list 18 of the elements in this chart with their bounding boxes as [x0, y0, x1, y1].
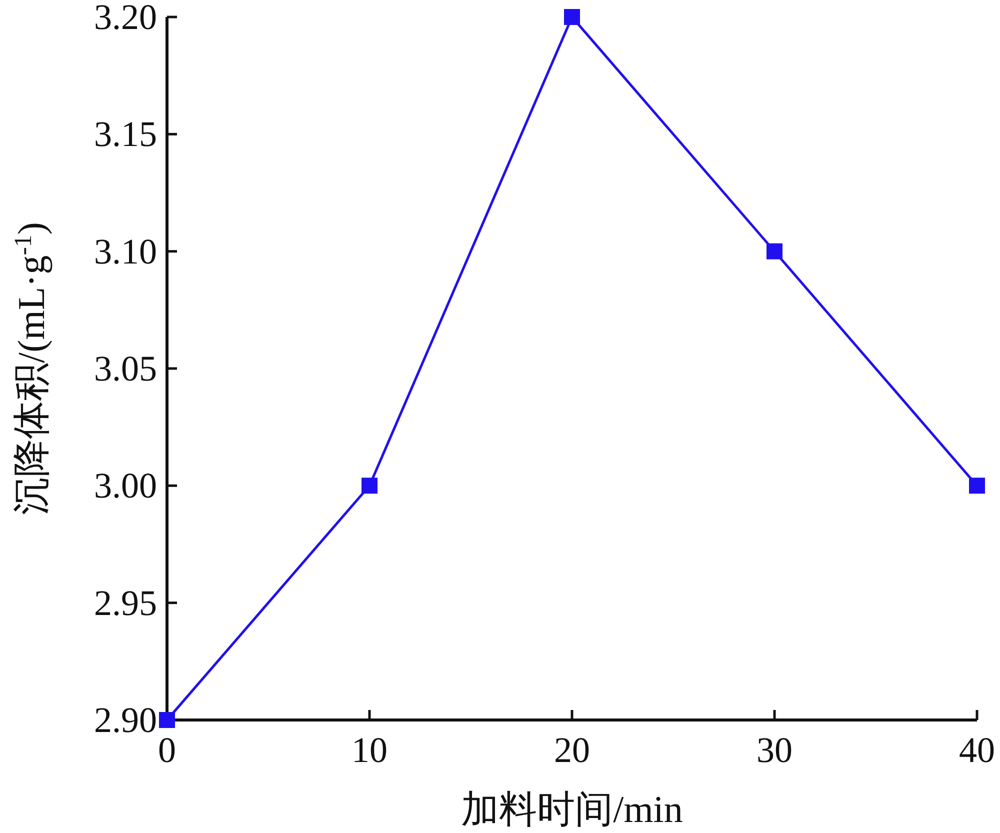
y-tick-label: 3.05 — [94, 348, 157, 388]
point — [159, 712, 175, 728]
point — [362, 478, 378, 494]
y-tick-label: 3.15 — [94, 114, 157, 154]
x-axis-title: 加料时间/min — [461, 789, 683, 831]
point — [969, 478, 985, 494]
point — [766, 243, 782, 260]
y-tick-label: 2.90 — [94, 700, 157, 740]
y-tick-label: 3.10 — [94, 231, 157, 272]
x-tick-label: 20 — [554, 730, 590, 770]
x-tick-label: 40 — [959, 730, 995, 770]
x-tick-label: 0 — [158, 730, 176, 770]
x-tick-label: 10 — [352, 730, 388, 770]
y-tick-label: 3.00 — [94, 466, 157, 506]
point — [564, 9, 580, 25]
y-tick-label: 3.20 — [94, 0, 157, 37]
y-tick-label: 2.95 — [94, 582, 157, 623]
x-tick-label: 30 — [756, 730, 792, 770]
